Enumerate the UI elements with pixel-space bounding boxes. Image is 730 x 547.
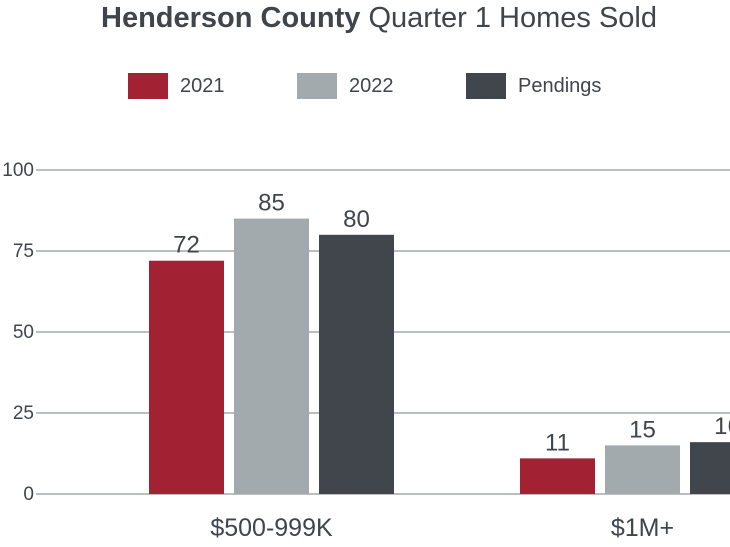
y-tick-label-100: 100 [2, 160, 34, 181]
legend-swatch-2022 [297, 73, 337, 99]
chart-title: Henderson County Quarter 1 Homes Sold [0, 2, 730, 35]
y-tick-label-25: 25 [13, 403, 34, 424]
legend-swatch-2021 [128, 73, 168, 99]
data-label-1m-pendings: 16 [714, 413, 730, 440]
legend-item-2021: 2021 [128, 72, 225, 100]
legend-label-2021: 2021 [180, 74, 225, 97]
bar-1m-2022 [605, 445, 680, 494]
legend-item-pendings: Pendings [466, 72, 601, 100]
bar-500-999k-2022 [234, 218, 309, 494]
legend-label-pendings: Pendings [518, 74, 602, 97]
data-label-1m-2022: 15 [629, 416, 656, 443]
y-tick-label-75: 75 [13, 241, 34, 262]
data-label-500-999k-2022: 85 [258, 190, 285, 217]
legend-swatch-pendings [466, 73, 506, 99]
data-label-1m-2021: 11 [545, 429, 570, 456]
category-label-500-999k: $500-999K [210, 514, 333, 542]
data-label-500-999k-pendings: 80 [343, 206, 370, 233]
legend-label-2022: 2022 [349, 74, 394, 97]
y-tick-label-50: 50 [13, 322, 34, 343]
legend-item-2022: 2022 [297, 72, 394, 100]
bar-1m-2021 [520, 458, 595, 494]
data-label-500-999k-2021: 72 [173, 232, 200, 259]
bar-500-999k-pendings [319, 234, 394, 495]
bar-500-999k-2021 [149, 260, 224, 494]
category-label-1m: $1M+ [611, 514, 674, 542]
chart-title-rest: Quarter 1 Homes Sold [368, 2, 657, 34]
chart-title-strong: Henderson County [101, 2, 361, 34]
y-tick-label-0: 0 [23, 484, 34, 505]
bar-1m-pendings [690, 442, 730, 494]
legend: 2021 2022 Pendings [0, 72, 730, 100]
